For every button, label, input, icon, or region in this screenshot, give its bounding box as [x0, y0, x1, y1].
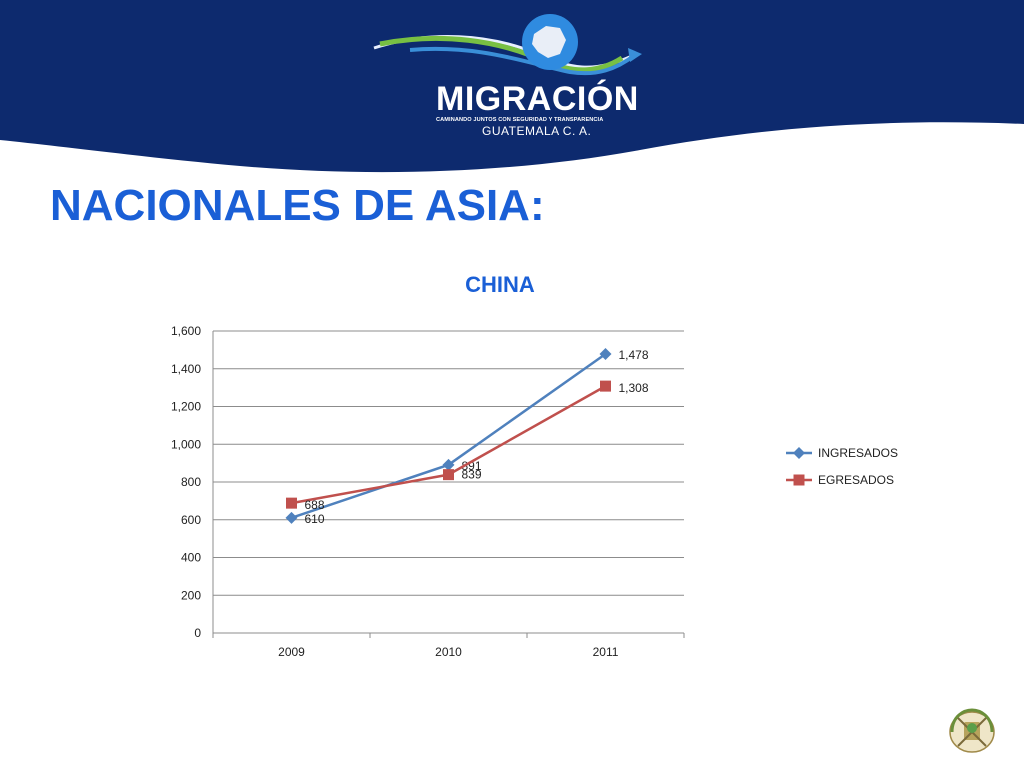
x-axis-ticks: 2009 2010 2011: [212, 633, 685, 659]
data-label: 839: [462, 468, 482, 482]
page-title: NACIONALES DE ASIA:: [50, 181, 545, 230]
y-tick-label: 0: [194, 626, 201, 640]
legend-label: INGRESADOS: [818, 446, 898, 460]
data-label: 610: [305, 512, 325, 526]
y-tick-label: 1,000: [171, 437, 201, 451]
coat-of-arms-icon: [949, 708, 995, 753]
y-tick-label: 1,600: [171, 324, 201, 338]
data-point: [443, 469, 454, 481]
logo-name: MIGRACIÓN: [436, 80, 639, 118]
data-point: [442, 458, 455, 471]
legend-marker: [793, 474, 805, 486]
axes: [212, 331, 684, 634]
legend-label: EGRESADOS: [818, 473, 894, 487]
migracion-logo: MIGRACIÓN CAMINANDO JUNTOS CON SEGURIDAD…: [370, 14, 650, 138]
logo-country: GUATEMALA C. A.: [482, 124, 592, 138]
data-label: 1,308: [619, 381, 649, 395]
y-axis-ticks: 0 200 400 600 800 1,000 1,200 1,400 1,600: [171, 324, 201, 640]
x-tick-label: 2009: [278, 645, 305, 659]
logo-swoosh-blue: [409, 46, 638, 76]
data-point: [600, 380, 611, 392]
header-band-shape: [0, 0, 1024, 173]
y-tick-label: 1,200: [171, 400, 201, 414]
y-tick-label: 200: [181, 588, 201, 602]
map-guatemala-icon: [532, 26, 566, 58]
data-point: [286, 497, 297, 509]
y-tick-label: 1,400: [171, 362, 201, 376]
data-label: 688: [305, 498, 325, 512]
y-tick-label: 400: [181, 551, 201, 565]
legend-item: EGRESADOS: [786, 473, 894, 487]
legend-item: INGRESADOS: [786, 446, 898, 460]
y-tick-label: 800: [181, 475, 201, 489]
data-label: 1,478: [619, 348, 649, 362]
legend-marker: [793, 447, 805, 459]
chart-title: CHINA: [465, 272, 535, 297]
data-point: [285, 511, 298, 524]
data-label: 891: [462, 459, 482, 473]
x-tick-label: 2010: [435, 645, 462, 659]
series-ingresados: 610 891 1,478: [285, 348, 649, 526]
logo-emblem: [373, 14, 642, 76]
data-point: [599, 348, 612, 361]
header-band: [0, 0, 1024, 173]
series-egresados: 688 839 1,308: [286, 380, 649, 512]
series-line: [291, 353, 607, 520]
series-group: 610 891 1,478 688 839 1,308: [285, 348, 649, 526]
x-tick-label: 2011: [593, 645, 619, 659]
y-tick-label: 600: [181, 513, 201, 527]
logo-arrow: [628, 48, 642, 62]
logo-tagline: CAMINANDO JUNTOS CON SEGURIDAD Y TRANSPA…: [436, 117, 604, 123]
legend: INGRESADOS EGRESADOS: [786, 446, 898, 487]
